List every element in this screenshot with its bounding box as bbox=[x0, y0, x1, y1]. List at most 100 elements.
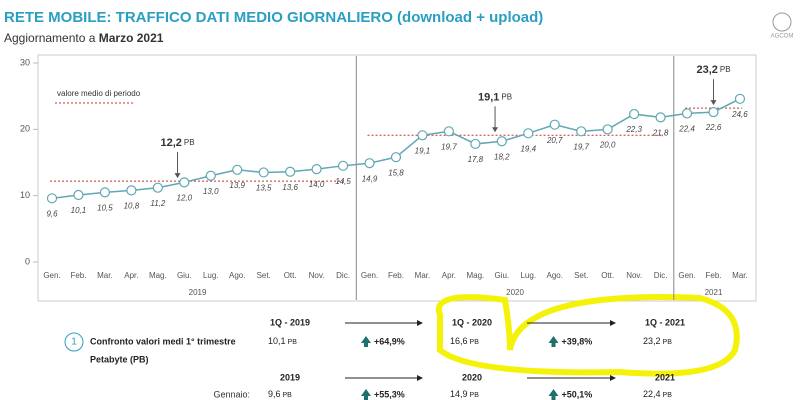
table-value: 16,6 PB bbox=[450, 336, 479, 346]
comparison-label: Confronto valori medi 1° trimestre bbox=[90, 336, 236, 346]
table-value-unit: PB bbox=[470, 339, 480, 346]
x-tick-label: Set. bbox=[574, 271, 588, 280]
x-tick-label: Ago. bbox=[229, 271, 245, 280]
table-value-number: 9,6 bbox=[268, 389, 281, 399]
group-label: 2019 bbox=[189, 288, 207, 297]
number: 1 bbox=[71, 337, 77, 348]
data-point bbox=[470, 138, 481, 150]
data-point bbox=[549, 119, 560, 130]
table-header: 2020 bbox=[462, 372, 482, 382]
x-tick-label: Mar. bbox=[415, 271, 431, 280]
data-point bbox=[523, 128, 534, 139]
average-arrowhead bbox=[492, 127, 499, 133]
table-arrowhead bbox=[417, 320, 423, 326]
x-tick-label: Giu. bbox=[494, 271, 509, 280]
data-point bbox=[681, 108, 693, 119]
data-point bbox=[285, 166, 296, 177]
data-point bbox=[443, 126, 454, 137]
average-label: 12,2 PB bbox=[160, 137, 194, 149]
x-tick-label: Feb. bbox=[70, 271, 86, 280]
highlight bbox=[435, 294, 740, 377]
data-label: 13,9 bbox=[229, 181, 245, 190]
x-tick-label: Feb. bbox=[705, 271, 721, 280]
group-label: 2021 bbox=[705, 288, 723, 297]
data-label: 18,2 bbox=[494, 152, 510, 161]
y-tick-label: 30 bbox=[20, 57, 30, 67]
table-value-unit: PB bbox=[288, 339, 298, 346]
table-header: 1Q - 2021 bbox=[645, 317, 685, 327]
table-arrowhead bbox=[610, 375, 616, 381]
x-tick-label: Ott. bbox=[284, 271, 297, 280]
up-arrow bbox=[361, 389, 371, 400]
table-value-number: 14,9 bbox=[450, 389, 468, 399]
data-point bbox=[655, 112, 666, 123]
x-tick-label: Nov. bbox=[626, 271, 642, 280]
data-label: 22,4 bbox=[678, 125, 695, 134]
average-value: 23,2 bbox=[696, 64, 717, 76]
x-tick-label: Gen. bbox=[678, 271, 695, 280]
data-point bbox=[417, 130, 428, 141]
average-unit: PB bbox=[501, 92, 512, 101]
data-point bbox=[364, 158, 375, 169]
y-tick-label: 20 bbox=[20, 124, 30, 134]
legend-note: valore medio di periodo bbox=[57, 89, 141, 98]
x-tick-label: Ott. bbox=[601, 271, 614, 280]
data-label: 17,8 bbox=[468, 155, 484, 164]
average-label: 23,2 PB bbox=[696, 64, 730, 76]
x-tick-label: Dic. bbox=[654, 271, 668, 280]
data-point bbox=[708, 106, 719, 118]
x-tick-label: Apr. bbox=[442, 271, 456, 280]
data-point bbox=[734, 93, 746, 104]
table-header: 2019 bbox=[280, 372, 300, 382]
data-label: 14,9 bbox=[362, 174, 378, 183]
table-value-number: 10,1 bbox=[268, 336, 286, 346]
data-point bbox=[179, 177, 190, 188]
data-label: 14,5 bbox=[335, 177, 351, 186]
data-point bbox=[152, 182, 163, 193]
data-label: 13,5 bbox=[256, 184, 272, 193]
data-point bbox=[73, 189, 84, 201]
subtitle-bold: Marzo 2021 bbox=[99, 31, 164, 45]
average-value: 12,2 bbox=[160, 137, 181, 149]
table-value-number: 22,4 bbox=[643, 389, 661, 399]
comparison-table: 1 Confronto valori medi 1° trimestre Pet… bbox=[64, 294, 740, 400]
title: RETE MOBILE: TRAFFICO DATI MEDIO GIORNAL… bbox=[4, 9, 543, 26]
table-value: 22,4 PB bbox=[643, 389, 672, 399]
table-header: 1Q - 2019 bbox=[270, 317, 310, 327]
x-tick-label: Dic. bbox=[336, 271, 350, 280]
data-label: 14,0 bbox=[309, 180, 325, 189]
x-tick-label: Nov. bbox=[309, 271, 325, 280]
x-tick-label: Feb. bbox=[388, 271, 404, 280]
table-value-unit: PB bbox=[470, 392, 480, 399]
table-value-number: 16,6 bbox=[450, 336, 468, 346]
y-tick-label: 10 bbox=[20, 190, 30, 200]
table-value: 9,6 PB bbox=[268, 389, 292, 399]
plot-frame bbox=[37, 54, 757, 302]
up-arrow bbox=[548, 389, 559, 400]
data-label: 11,2 bbox=[150, 199, 166, 208]
data-label: 12,0 bbox=[177, 194, 193, 203]
x-tick-label: Mar. bbox=[732, 271, 748, 280]
unit-label: Petabyte (PB) bbox=[90, 354, 149, 364]
data-label: 10,5 bbox=[97, 203, 113, 212]
up-arrow bbox=[361, 336, 371, 347]
average-unit: PB bbox=[184, 138, 195, 147]
x-tick-label: Gen. bbox=[43, 271, 60, 280]
data-point bbox=[629, 108, 640, 120]
table-arrowhead bbox=[610, 320, 616, 326]
data-point bbox=[337, 160, 349, 171]
data-label: 24,6 bbox=[731, 110, 748, 119]
x-tick-label: Apr. bbox=[124, 271, 138, 280]
table-value: 23,2 PB bbox=[643, 336, 672, 346]
y-tick-label: 0 bbox=[25, 256, 30, 266]
table-change: +39,8% bbox=[562, 336, 593, 346]
data-point bbox=[258, 167, 269, 178]
table-arrowhead bbox=[417, 375, 423, 381]
table-value: 10,1 PB bbox=[268, 336, 297, 346]
data-point bbox=[602, 124, 613, 135]
number-circle bbox=[64, 332, 84, 352]
data-point bbox=[126, 185, 137, 196]
average-label: 19,1 PB bbox=[478, 91, 512, 103]
table-value-unit: PB bbox=[663, 392, 673, 399]
data-label: 19,1 bbox=[415, 146, 431, 155]
